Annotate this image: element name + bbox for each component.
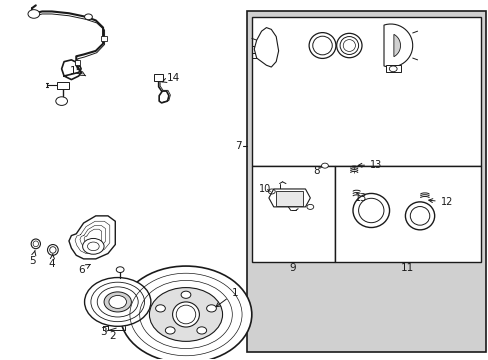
- Polygon shape: [276, 192, 303, 206]
- Circle shape: [149, 288, 222, 341]
- Polygon shape: [393, 34, 400, 57]
- Text: 1: 1: [216, 288, 238, 307]
- Text: 13: 13: [355, 193, 367, 203]
- Text: 4: 4: [48, 254, 55, 269]
- Circle shape: [321, 163, 328, 168]
- Circle shape: [104, 292, 131, 312]
- Ellipse shape: [336, 33, 361, 58]
- Text: 9: 9: [288, 263, 295, 273]
- Polygon shape: [383, 24, 412, 67]
- Circle shape: [120, 266, 251, 360]
- Circle shape: [82, 238, 104, 254]
- Circle shape: [181, 291, 190, 298]
- Circle shape: [197, 327, 206, 334]
- Text: 15: 15: [69, 66, 85, 76]
- Text: 5: 5: [29, 250, 36, 266]
- Circle shape: [109, 296, 126, 309]
- Polygon shape: [268, 189, 310, 207]
- Text: 8: 8: [313, 166, 319, 176]
- Text: 6: 6: [78, 264, 90, 275]
- Bar: [57, 82, 69, 89]
- Circle shape: [84, 278, 151, 326]
- Text: 13: 13: [357, 159, 382, 170]
- Text: 10: 10: [258, 184, 270, 194]
- Circle shape: [84, 14, 92, 20]
- Polygon shape: [385, 65, 400, 72]
- Bar: [246, 12, 485, 352]
- Text: 11: 11: [401, 263, 414, 273]
- Polygon shape: [254, 28, 278, 67]
- Text: 3: 3: [100, 327, 106, 337]
- Circle shape: [165, 327, 175, 334]
- Bar: [334, 166, 480, 262]
- Text: 12: 12: [428, 197, 452, 207]
- Bar: [154, 74, 163, 81]
- Circle shape: [155, 305, 165, 312]
- Circle shape: [28, 10, 40, 18]
- Circle shape: [206, 305, 216, 312]
- Circle shape: [116, 267, 124, 273]
- Bar: [101, 36, 106, 41]
- Polygon shape: [69, 216, 115, 259]
- Text: 7: 7: [235, 141, 242, 151]
- Bar: [75, 60, 80, 64]
- Ellipse shape: [172, 302, 199, 327]
- Bar: [251, 166, 334, 262]
- Text: 14: 14: [162, 73, 180, 83]
- Bar: [251, 17, 480, 166]
- Text: 2: 2: [109, 331, 116, 341]
